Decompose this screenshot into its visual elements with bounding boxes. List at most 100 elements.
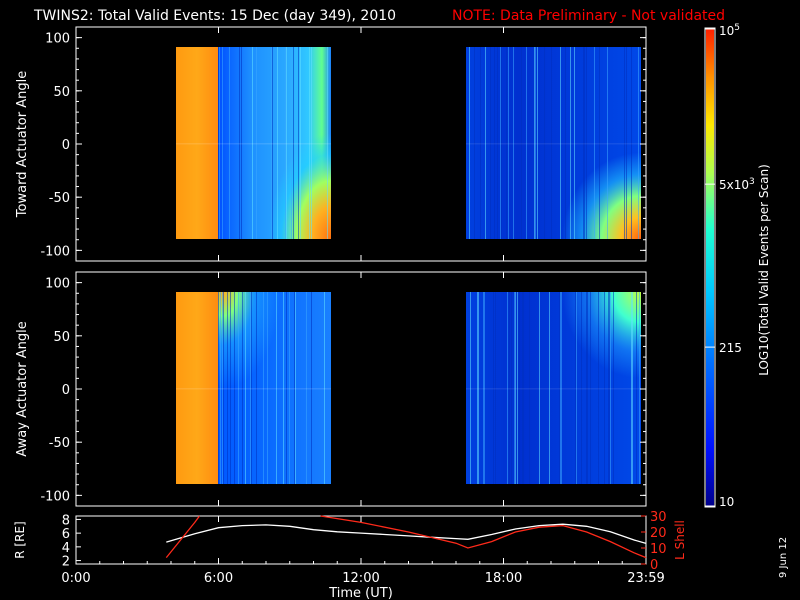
texture-stripe <box>490 47 491 239</box>
texture-stripe <box>586 292 587 484</box>
away-heatmap <box>176 292 641 484</box>
texture-stripe <box>289 292 290 484</box>
texture-stripe <box>608 292 609 484</box>
texture-stripe <box>587 292 588 484</box>
colorbar-tick-exponent: 5 <box>734 23 740 33</box>
chart-title: TWINS2: Total Valid Events: 15 Dec (day … <box>33 8 396 24</box>
footer-date: 9 Jun 12 <box>778 537 789 578</box>
texture-stripe <box>469 47 470 239</box>
texture-stripe <box>222 47 223 239</box>
y-tick-label: -50 <box>49 191 70 206</box>
texture-stripe <box>241 47 242 239</box>
radius-tick-label: 4 <box>62 541 70 556</box>
lshell-line <box>165 515 201 559</box>
texture-stripe <box>283 292 284 484</box>
colorbar-tick-exponent: 3 <box>749 177 755 187</box>
toward-heatmap <box>176 47 641 239</box>
colorbar-tick-label: 215 <box>719 341 742 355</box>
away-stripes <box>176 292 641 484</box>
texture-stripe <box>251 292 252 484</box>
texture-stripe <box>549 292 550 484</box>
texture-stripe <box>610 292 611 484</box>
y-tick-label: 50 <box>53 85 70 100</box>
texture-stripe <box>300 47 301 239</box>
lshell-axis-label: L Shell <box>673 520 687 560</box>
preliminary-note: NOTE: Data Preliminary - Not validated <box>452 8 725 24</box>
lshell-tick-label: 30 <box>650 510 667 525</box>
texture-stripe <box>256 292 257 484</box>
texture-stripe <box>594 47 595 239</box>
colorbar-gradient <box>706 29 714 506</box>
texture-stripe <box>277 47 278 239</box>
texture-stripe <box>514 292 515 484</box>
texture-stripe <box>609 292 610 484</box>
texture-stripe <box>638 47 639 239</box>
toward-stripes <box>176 47 641 239</box>
texture-stripe <box>583 47 584 239</box>
toward-y-label: Toward Actuator Angle <box>15 71 30 218</box>
y-tick-label: 0 <box>62 138 70 153</box>
colorbar-label: LOG10(Total Valid Events per Scan) <box>757 164 771 376</box>
zero-line <box>466 143 641 145</box>
texture-stripe <box>311 47 312 239</box>
radius-tick-label: 6 <box>62 527 70 542</box>
texture-stripe <box>218 292 219 484</box>
texture-stripe <box>272 47 273 239</box>
texture-stripe <box>474 47 475 239</box>
colorbar: 10 215 5x103 105 LOG10(Total Valid Events p… <box>704 23 771 509</box>
texture-stripe <box>309 47 310 239</box>
y-tick-label: 50 <box>53 330 70 345</box>
texture-stripe <box>626 47 627 239</box>
texture-stripe <box>250 292 251 484</box>
texture-stripe <box>581 292 582 484</box>
lshell-line <box>320 515 647 559</box>
toward-block-evening-enhancement <box>466 47 641 239</box>
texture-stripe <box>242 292 243 484</box>
texture-stripe <box>483 292 484 484</box>
texture-stripe <box>515 292 516 484</box>
texture-stripe <box>624 47 625 239</box>
y-tick-label: 100 <box>45 277 70 292</box>
radius-axis-label: R [RE] <box>13 521 27 558</box>
texture-stripe <box>267 292 268 484</box>
lshell-tick-label: 10 <box>650 542 667 557</box>
x-tick-label: 6:00 <box>204 571 233 586</box>
texture-stripe <box>238 292 239 484</box>
texture-stripe <box>584 47 585 239</box>
texture-stripe <box>298 47 299 239</box>
texture-stripe <box>565 47 566 239</box>
texture-stripe <box>229 47 230 239</box>
texture-stripe <box>311 292 312 484</box>
texture-stripe <box>521 47 522 239</box>
texture-stripe <box>590 292 591 484</box>
orbit-lines <box>165 515 647 559</box>
texture-stripe <box>239 47 240 239</box>
colorbar-tick-label: 5x103 <box>719 177 755 192</box>
texture-stripe <box>508 47 509 239</box>
texture-stripe <box>324 292 325 484</box>
zero-line <box>466 388 641 390</box>
away-y-label: Away Actuator Angle <box>15 321 30 456</box>
texture-stripe <box>291 47 292 239</box>
texture-stripe <box>227 292 228 484</box>
texture-stripe <box>484 292 485 484</box>
texture-stripe <box>586 47 587 239</box>
radius-tick-label: 8 <box>62 513 70 528</box>
texture-stripe <box>480 47 481 239</box>
texture-stripe <box>537 47 538 239</box>
texture-stripe <box>263 292 264 484</box>
texture-stripe <box>607 47 608 239</box>
texture-stripe <box>517 292 518 484</box>
x-tick-label: 12:00 <box>342 571 379 586</box>
texture-stripe <box>523 292 524 484</box>
texture-stripe <box>522 292 523 484</box>
texture-stripe <box>534 47 535 239</box>
texture-stripe <box>513 47 514 239</box>
radius-line <box>166 523 647 545</box>
texture-stripe <box>477 292 478 484</box>
orbit-frame <box>75 515 647 565</box>
colorbar-frame <box>704 27 716 508</box>
